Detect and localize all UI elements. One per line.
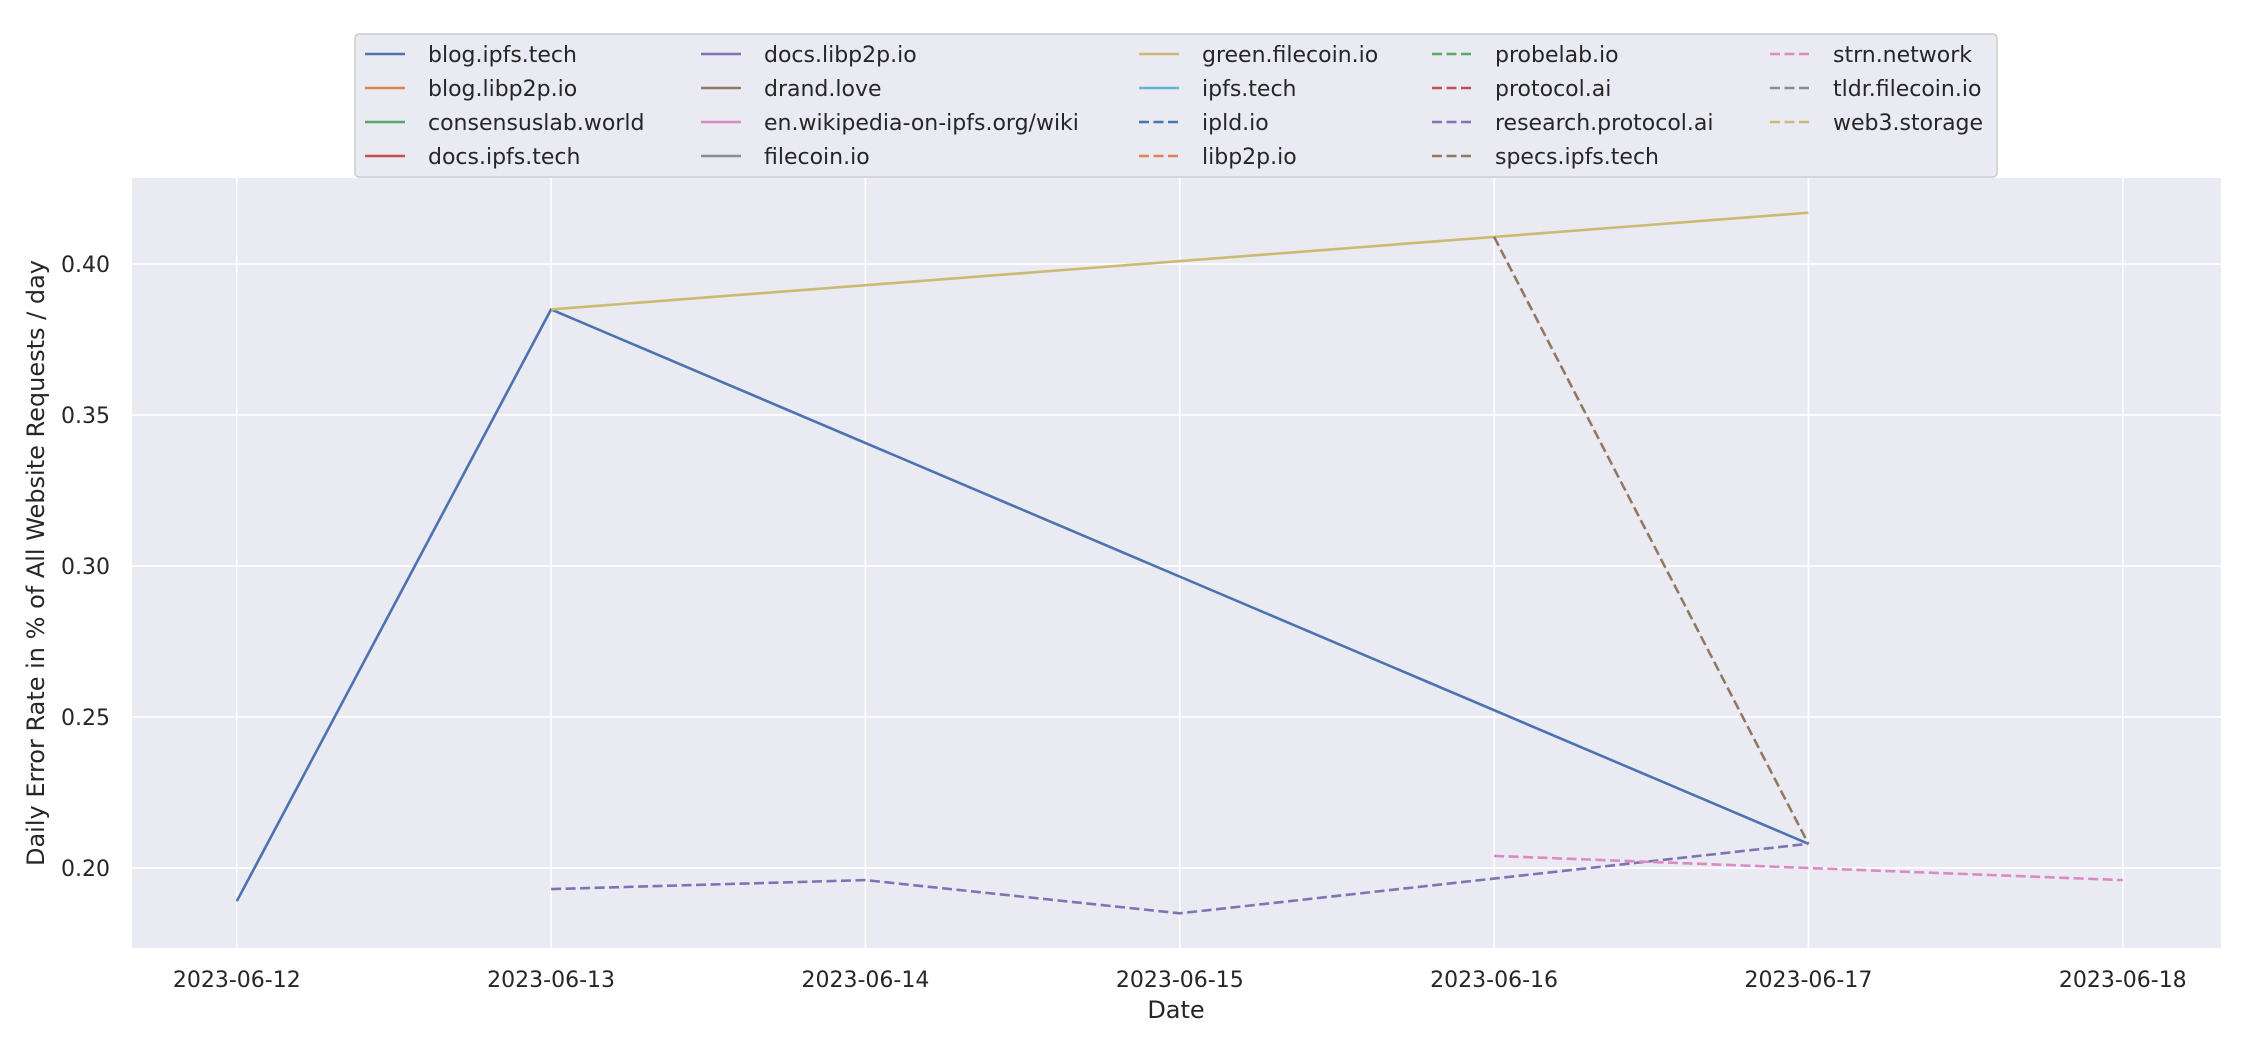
- series-line-research-protocol-ai: [551, 842, 1809, 915]
- series-line-strn-network: [1494, 854, 2123, 882]
- legend-label-green-filecoin-io: green.filecoin.io: [1202, 43, 1378, 68]
- x-tick-label: 2023-06-12: [173, 968, 301, 993]
- series-line-specs-ipfs-tech: [1492, 236, 1810, 845]
- x-axis-label: Date: [1147, 996, 1204, 1024]
- legend-label-en-wikipedia-on-ipfs-org-wiki: en.wikipedia-on-ipfs.org/wiki: [764, 111, 1079, 136]
- x-tick-label: 2023-06-18: [2059, 968, 2187, 993]
- legend-label-protocol-ai: protocol.ai: [1495, 77, 1611, 102]
- legend-label-docs-libp2p-io: docs.libp2p.io: [764, 43, 917, 68]
- legend-label-research-protocol-ai: research.protocol.ai: [1495, 111, 1714, 136]
- x-tick-label: 2023-06-17: [1745, 968, 1873, 993]
- x-tick-label: 2023-06-13: [487, 968, 615, 993]
- legend-label-drand-love: drand.love: [764, 77, 882, 102]
- legend-label-docs-ipfs-tech: docs.ipfs.tech: [428, 145, 580, 170]
- legend-label-tldr-filecoin-io: tldr.filecoin.io: [1833, 77, 1981, 102]
- y-tick-label: 0.40: [61, 253, 110, 278]
- y-axis-ticks: 0.20 0.25 0.30 0.35 0.40: [61, 253, 110, 882]
- y-tick-label: 0.35: [61, 404, 110, 429]
- y-tick-label: 0.30: [61, 555, 110, 580]
- x-tick-label: 2023-06-16: [1430, 968, 1558, 993]
- legend-label-web3-storage: web3.storage: [1833, 111, 1983, 136]
- legend-label-probelab-io: probelab.io: [1495, 43, 1619, 68]
- legend-label-specs-ipfs-tech: specs.ipfs.tech: [1495, 145, 1659, 170]
- x-tick-label: 2023-06-15: [1116, 968, 1244, 993]
- legend-label-ipfs-tech: ipfs.tech: [1202, 77, 1296, 102]
- y-tick-label: 0.20: [61, 857, 110, 882]
- legend-label-blog-ipfs-tech: blog.ipfs.tech: [428, 43, 577, 68]
- plot-area: [132, 178, 2221, 948]
- y-tick-label: 0.25: [61, 706, 110, 731]
- legend-label-strn-network: strn.network: [1833, 43, 1972, 68]
- legend-label-filecoin-io: filecoin.io: [764, 145, 870, 170]
- x-tick-label: 2023-06-14: [802, 968, 930, 993]
- legend-label-ipld-io: ipld.io: [1202, 111, 1269, 136]
- legend-label-blog-libp2p-io: blog.libp2p.io: [428, 77, 577, 102]
- grid: [132, 178, 2221, 948]
- legend-frame: [354, 33, 1998, 178]
- x-axis-ticks: 2023-06-12 2023-06-13 2023-06-14 2023-06-15…: [173, 968, 2187, 993]
- legend-label-libp2p-io: libp2p.io: [1202, 145, 1297, 170]
- legend: blog.ipfs.tech blog.libp2p.io consensuslab…: [354, 33, 1998, 178]
- y-axis-label: Daily Error Rate in % of All Website Req…: [22, 260, 50, 866]
- legend-label-consensuslab-world: consensuslab.world: [428, 111, 644, 136]
- series-layer: [235, 211, 2123, 915]
